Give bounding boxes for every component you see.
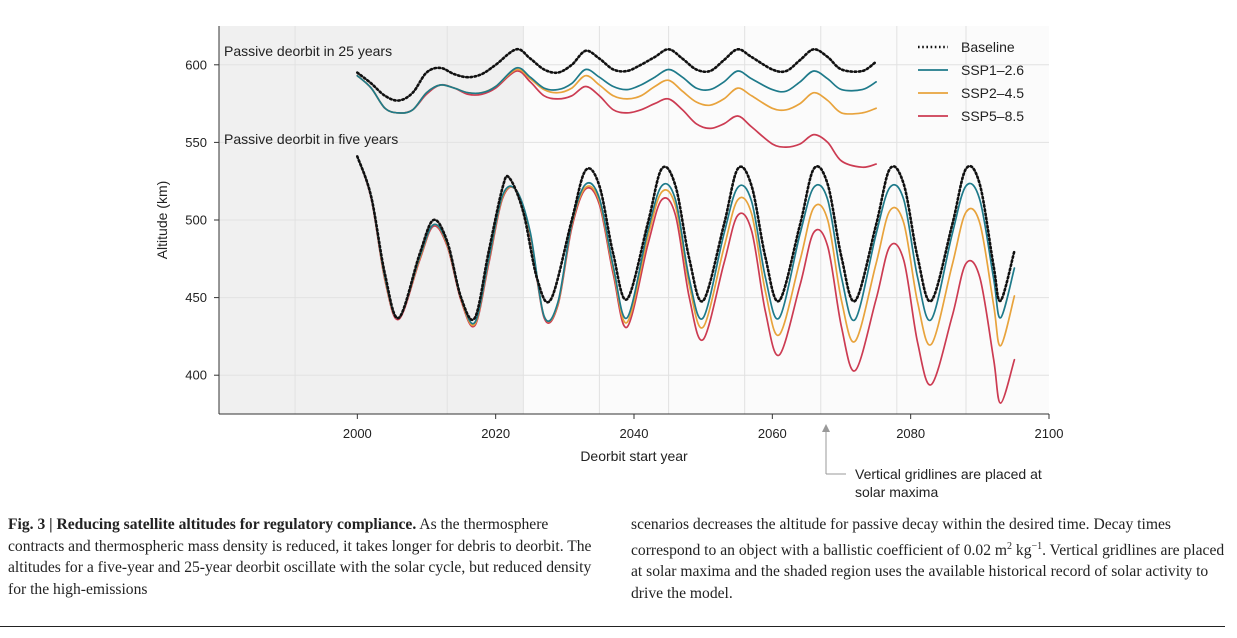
caption-right-column: scenarios decreases the altitude for pas… bbox=[631, 514, 1227, 604]
caption-text-left: As the thermosphere contracts and thermo… bbox=[8, 516, 592, 598]
caption-text-right-a: scenarios decreases the altitude for pas… bbox=[631, 516, 1171, 559]
y-tick-label: 600 bbox=[185, 57, 207, 72]
annotation-25-year: Passive deorbit in 25 years bbox=[224, 43, 392, 59]
y-tick-label: 500 bbox=[185, 213, 207, 228]
arrow-note-line1: Vertical gridlines are placed at bbox=[855, 466, 1042, 482]
superscript-2: 2 bbox=[1007, 540, 1013, 552]
legend-label-baseline: Baseline bbox=[961, 39, 1015, 55]
y-tick-label: 400 bbox=[185, 368, 207, 383]
caption-left-column: Fig. 3 | Reducing satellite altitudes fo… bbox=[8, 514, 604, 600]
legend-label-ssp1-2-6: SSP1–2.6 bbox=[961, 62, 1024, 78]
caption-text-right-c: . Vertical gridlines are placed at solar… bbox=[631, 541, 1225, 602]
series-line-ssp2-4-5-five-year bbox=[356, 155, 1016, 347]
y-tick-label: 450 bbox=[185, 290, 207, 305]
x-axis-title: Deorbit start year bbox=[580, 448, 688, 464]
annotation-5-year: Passive deorbit in five years bbox=[224, 131, 398, 147]
x-tick-label: 2000 bbox=[343, 426, 372, 441]
series-line-ssp1-2-6-twentyfive-year bbox=[356, 66, 877, 114]
arrow-note-line2: solar maxima bbox=[855, 484, 938, 500]
legend-label-ssp2-4-5: SSP2–4.5 bbox=[961, 85, 1024, 101]
arrowhead-icon bbox=[822, 424, 830, 432]
bottom-rule bbox=[0, 626, 1225, 627]
superscript-minus1: −1 bbox=[1031, 540, 1043, 552]
gridlines bbox=[219, 26, 1049, 414]
x-tick-label: 2020 bbox=[481, 426, 510, 441]
legend: Baseline SSP1–2.6 SSP2–4.5 SSP5–8.5 bbox=[918, 39, 1024, 124]
x-tick-label: 2040 bbox=[620, 426, 649, 441]
y-axis-title: Altitude (km) bbox=[154, 181, 170, 260]
legend-label-ssp5-8-5: SSP5–8.5 bbox=[961, 108, 1024, 124]
figure-title: Reducing satellite altitudes for regulat… bbox=[56, 516, 417, 533]
deorbit-altitude-chart: 400 450 500 550 600 2000 2020 2040 2060 2080 2100 D… bbox=[154, 26, 1063, 500]
series-line-ssp1-2-6-five-year bbox=[356, 155, 1016, 325]
chart-texts: Passive deorbit in 25 years Passive deorb… bbox=[224, 43, 1042, 500]
y-tick-label: 550 bbox=[185, 135, 207, 150]
series-line-baseline-twentyfive-year bbox=[356, 47, 878, 102]
series-line-baseline-five-year bbox=[356, 155, 1016, 321]
x-tick-label: 2100 bbox=[1035, 426, 1064, 441]
figure-label: Fig. 3 | bbox=[8, 516, 57, 533]
caption-text-right-b: kg bbox=[1012, 541, 1032, 559]
axes: 400 450 500 550 600 2000 2020 2040 2060 2080 2100 D… bbox=[154, 26, 1063, 464]
series-lines bbox=[356, 47, 1016, 404]
x-tick-label: 2080 bbox=[896, 426, 925, 441]
x-tick-label: 2060 bbox=[758, 426, 787, 441]
